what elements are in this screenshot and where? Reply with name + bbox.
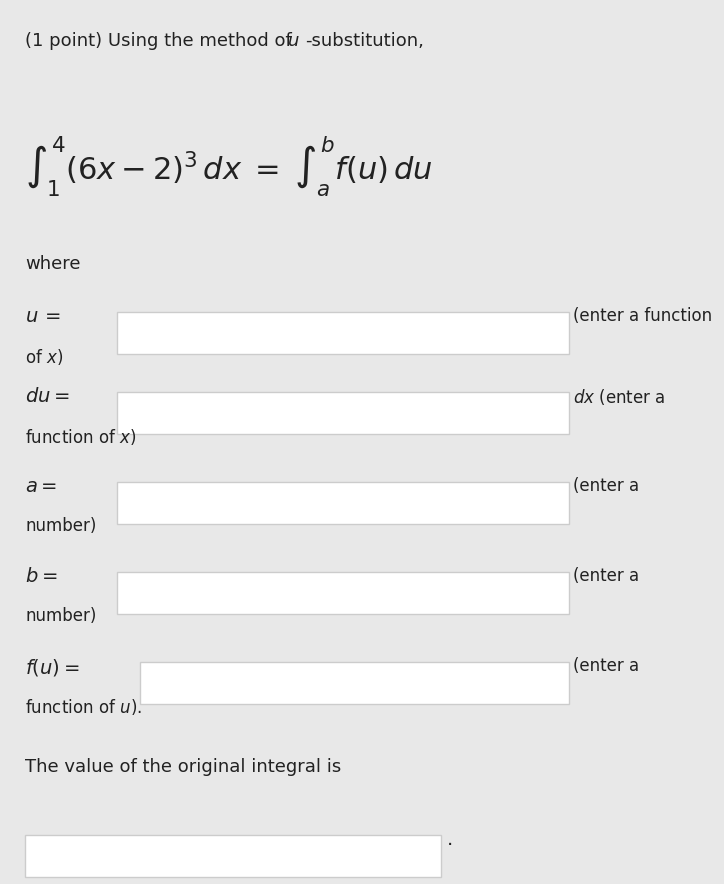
Text: (enter a function: (enter a function: [573, 307, 712, 325]
Text: number): number): [25, 607, 97, 625]
FancyBboxPatch shape: [117, 482, 569, 524]
Text: $du =$: $du =$: [25, 387, 70, 406]
FancyBboxPatch shape: [25, 835, 441, 877]
Text: where: where: [25, 255, 81, 273]
Text: .: .: [447, 830, 453, 849]
Text: function of $x$): function of $x$): [25, 427, 137, 447]
FancyBboxPatch shape: [140, 662, 569, 704]
FancyBboxPatch shape: [117, 312, 569, 354]
Text: (enter a: (enter a: [573, 567, 639, 585]
Text: -substitution,: -substitution,: [306, 32, 424, 50]
Text: $\int_{1}^{4} (6x - 2)^3\, dx \;=\; \int_{a}^{b} f(u)\, du$: $\int_{1}^{4} (6x - 2)^3\, dx \;=\; \int…: [25, 135, 433, 199]
FancyBboxPatch shape: [117, 392, 569, 434]
FancyBboxPatch shape: [117, 572, 569, 614]
Text: (enter a: (enter a: [573, 477, 639, 495]
Text: of $x$): of $x$): [25, 347, 64, 367]
Text: (enter a: (enter a: [573, 657, 639, 675]
Text: $b =$: $b =$: [25, 567, 58, 586]
Text: function of $u$).: function of $u$).: [25, 697, 143, 717]
Text: $u\, =$: $u\, =$: [25, 307, 61, 326]
Text: $a =$: $a =$: [25, 477, 57, 496]
Text: $u$: $u$: [287, 32, 300, 50]
Text: number): number): [25, 517, 97, 535]
Text: The value of the original integral is: The value of the original integral is: [25, 758, 342, 776]
Text: $f(u) =$: $f(u) =$: [25, 657, 80, 678]
Text: $dx$ (enter a: $dx$ (enter a: [573, 387, 666, 407]
Text: (1 point) Using the method of: (1 point) Using the method of: [25, 32, 298, 50]
